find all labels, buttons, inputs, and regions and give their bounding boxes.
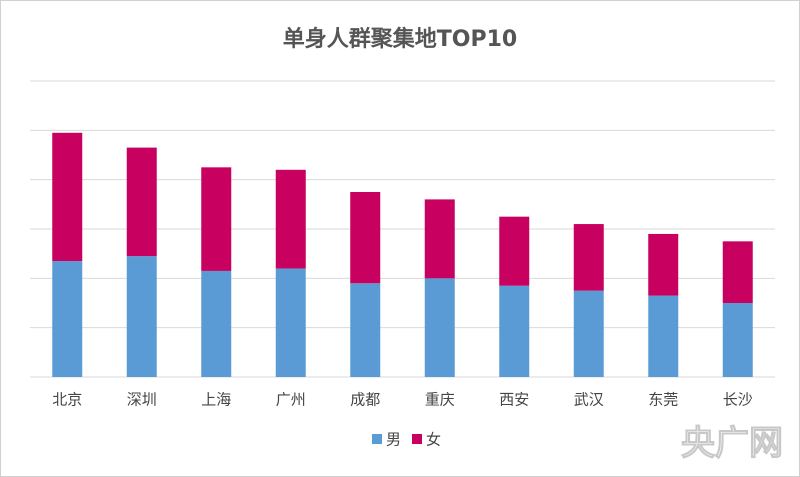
bar-segment — [573, 224, 604, 291]
bar-segment — [126, 256, 157, 377]
bar-segment — [275, 268, 306, 377]
bar-segment — [350, 192, 381, 284]
bar-segment — [424, 278, 455, 377]
bar-segment — [52, 132, 83, 262]
legend-swatch — [412, 434, 422, 444]
x-tick-label: 北京 — [52, 391, 82, 409]
legend-swatch — [372, 434, 382, 444]
bar-segment — [126, 147, 157, 257]
bar-segment — [722, 303, 753, 377]
legend-label: 女 — [426, 431, 441, 449]
bar-segment — [201, 270, 232, 377]
legend-label: 男 — [386, 431, 401, 449]
x-tick-label: 武汉 — [574, 391, 604, 409]
bar-segment — [499, 285, 530, 377]
bar-segment — [573, 290, 604, 377]
bar-segment — [648, 233, 679, 296]
x-tick-label: 广州 — [276, 391, 306, 409]
bar-segment — [52, 261, 83, 377]
x-tick-label: 深圳 — [127, 391, 157, 409]
x-tick-label: 重庆 — [425, 391, 455, 409]
x-tick-label: 成都 — [350, 391, 380, 409]
bar-segment — [350, 283, 381, 377]
bar-segment — [424, 199, 455, 279]
bar-segment — [275, 169, 306, 269]
watermark: 央广网 — [681, 424, 783, 464]
bar-segment — [648, 295, 679, 377]
x-tick-label: 上海 — [201, 391, 231, 409]
bar-segment — [499, 216, 530, 286]
bar-segment — [722, 241, 753, 303]
chart-title: 单身人群聚集地TOP10 — [283, 26, 517, 52]
x-tick-label: 长沙 — [723, 391, 753, 409]
x-tick-label: 西安 — [499, 391, 529, 409]
bar-segment — [201, 167, 232, 271]
x-tick-label: 东莞 — [648, 391, 678, 409]
